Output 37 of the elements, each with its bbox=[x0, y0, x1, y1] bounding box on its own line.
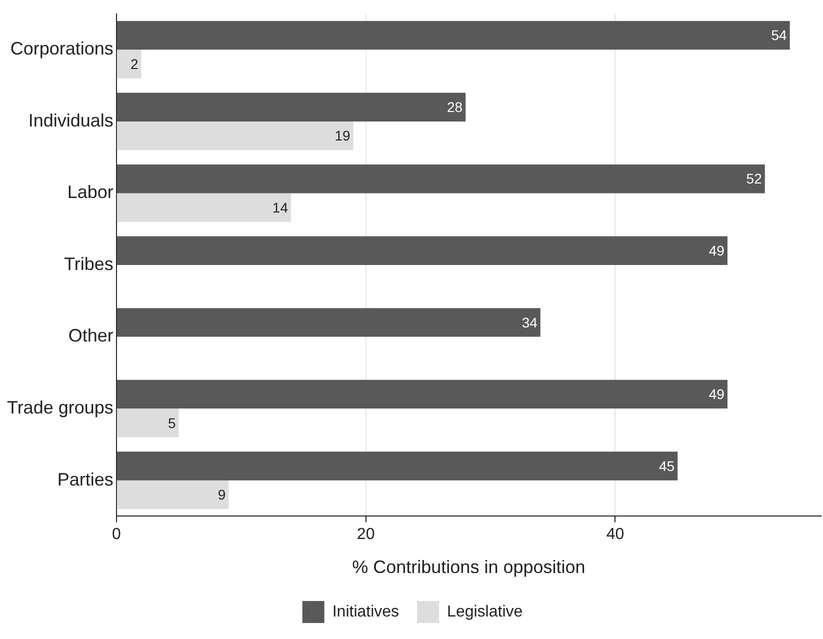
bar bbox=[116, 121, 354, 150]
data-label: 9 bbox=[218, 486, 226, 503]
data-label: 19 bbox=[334, 128, 351, 144]
bar bbox=[116, 236, 728, 265]
bar bbox=[116, 308, 540, 337]
data-label: 54 bbox=[771, 27, 788, 44]
bar bbox=[116, 452, 678, 480]
bar bbox=[116, 92, 466, 122]
bar bbox=[116, 480, 229, 510]
data-label: 5 bbox=[168, 414, 176, 431]
y-tick-label: Tribes bbox=[64, 254, 114, 274]
legend-label: Legislative bbox=[447, 603, 523, 620]
data-label: 45 bbox=[659, 458, 675, 474]
data-label: 14 bbox=[272, 199, 288, 216]
bar bbox=[116, 193, 291, 222]
x-axis-title: % Contributions in opposition bbox=[352, 557, 586, 578]
data-label: 34 bbox=[522, 314, 538, 330]
x-tick-label: 40 bbox=[606, 526, 624, 544]
bar bbox=[116, 408, 179, 438]
bar bbox=[116, 164, 765, 194]
y-tick-label: Other bbox=[68, 326, 114, 346]
x-tick-label: 20 bbox=[356, 526, 375, 544]
y-tick-label: Trade groups bbox=[6, 398, 114, 418]
data-label: 28 bbox=[447, 98, 463, 115]
legend-label: Initiatives bbox=[332, 603, 400, 620]
x-tick-label: 0 bbox=[112, 526, 121, 544]
data-label: 49 bbox=[708, 386, 725, 402]
y-tick-label: Parties bbox=[57, 469, 114, 490]
data-label: 52 bbox=[746, 170, 762, 187]
data-label: 49 bbox=[708, 242, 725, 259]
bar bbox=[116, 50, 142, 78]
bar bbox=[116, 20, 790, 50]
y-tick-label: Individuals bbox=[28, 110, 114, 130]
y-tick-label: Labor bbox=[67, 182, 114, 202]
data-label: 2 bbox=[130, 56, 139, 72]
bar bbox=[116, 380, 728, 409]
y-tick-label: Corporations bbox=[10, 38, 114, 59]
